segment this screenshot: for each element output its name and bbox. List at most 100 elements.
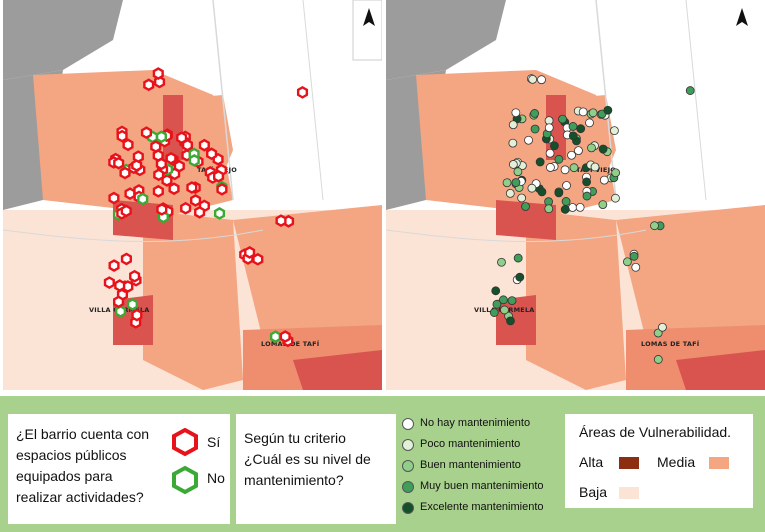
maintenance-marker[interactable] [515, 272, 525, 282]
survey-marker[interactable] [119, 166, 131, 180]
survey-marker[interactable] [150, 140, 162, 153]
maintenance-marker[interactable] [575, 202, 585, 212]
survey-marker[interactable] [190, 194, 202, 207]
survey-marker[interactable] [108, 259, 120, 272]
survey-marker[interactable] [131, 159, 143, 172]
maintenance-marker[interactable] [578, 107, 588, 117]
survey-marker[interactable] [153, 168, 165, 182]
survey-marker[interactable] [244, 246, 256, 259]
survey-marker[interactable] [143, 78, 155, 92]
survey-marker[interactable] [116, 129, 128, 143]
maintenance-marker[interactable] [554, 154, 564, 164]
maintenance-marker[interactable] [576, 124, 586, 134]
maintenance-marker[interactable] [598, 200, 608, 210]
survey-marker[interactable] [152, 184, 164, 198]
maintenance-marker[interactable] [611, 193, 620, 203]
maintenance-marker[interactable] [550, 141, 559, 151]
maintenance-marker[interactable] [560, 205, 570, 214]
maintenance-marker[interactable] [568, 131, 578, 141]
maintenance-marker[interactable] [491, 286, 501, 296]
maintenance-marker[interactable] [587, 143, 596, 153]
maintenance-marker[interactable] [631, 262, 641, 272]
survey-marker[interactable] [165, 151, 177, 165]
survey-marker[interactable] [140, 126, 152, 140]
survey-marker[interactable] [129, 269, 141, 283]
maintenance-marker[interactable] [582, 191, 592, 201]
maintenance-marker[interactable] [537, 75, 546, 85]
survey-marker[interactable] [113, 156, 125, 170]
maintenance-marker[interactable] [511, 108, 521, 118]
maintenance-marker[interactable] [588, 108, 598, 118]
maintenance-marker[interactable] [508, 120, 518, 130]
maintenance-marker[interactable] [603, 105, 613, 115]
survey-marker[interactable] [213, 207, 226, 220]
maintenance-marker[interactable] [554, 188, 564, 198]
maintenance-marker[interactable] [653, 355, 663, 364]
maintenance-marker[interactable] [567, 150, 576, 160]
survey-marker[interactable] [194, 205, 206, 219]
survey-marker[interactable] [108, 191, 120, 205]
maintenance-marker[interactable] [527, 183, 537, 193]
survey-marker[interactable] [124, 187, 136, 201]
survey-marker[interactable] [137, 192, 149, 206]
survey-marker[interactable] [269, 330, 282, 344]
survey-marker[interactable] [114, 279, 126, 292]
maintenance-marker[interactable] [489, 308, 499, 317]
maintenance-marker[interactable] [610, 126, 619, 136]
survey-marker[interactable] [275, 214, 287, 228]
maintenance-marker[interactable] [561, 197, 571, 206]
survey-marker[interactable] [155, 130, 167, 144]
maintenance-marker[interactable] [537, 187, 547, 197]
maintenance-marker[interactable] [558, 114, 567, 124]
survey-marker[interactable] [156, 203, 168, 216]
maintenance-marker[interactable] [568, 122, 578, 131]
maintenance-marker[interactable] [530, 124, 540, 134]
maintenance-marker[interactable] [511, 178, 521, 187]
maintenance-marker[interactable] [492, 299, 502, 309]
survey-marker[interactable] [252, 252, 264, 266]
survey-marker[interactable] [296, 85, 309, 99]
maintenance-marker[interactable] [546, 163, 555, 172]
maintenance-marker[interactable] [508, 160, 518, 169]
maintenance-marker[interactable] [658, 322, 667, 332]
survey-marker[interactable] [155, 157, 167, 171]
survey-marker[interactable] [114, 305, 127, 318]
maintenance-marker[interactable] [560, 165, 570, 175]
maintenance-marker[interactable] [521, 202, 530, 211]
maintenance-marker[interactable] [513, 253, 523, 263]
maintenance-marker[interactable] [508, 138, 518, 148]
maintenance-marker[interactable] [506, 316, 515, 326]
survey-marker[interactable] [120, 252, 132, 266]
map-left[interactable]: TAFÍ VIEJO VILLA CARMELA LOMAS DE TAFÍ [3, 0, 382, 390]
survey-marker[interactable] [173, 159, 185, 173]
survey-marker[interactable] [168, 182, 180, 196]
maintenance-marker[interactable] [497, 257, 506, 267]
maintenance-marker[interactable] [535, 157, 545, 167]
survey-marker[interactable] [181, 138, 194, 152]
survey-marker[interactable] [132, 150, 144, 164]
survey-marker[interactable] [113, 295, 125, 309]
survey-marker[interactable] [279, 330, 291, 343]
maintenance-marker[interactable] [568, 203, 577, 212]
maintenance-marker[interactable] [590, 162, 600, 172]
survey-marker[interactable] [126, 298, 139, 311]
maintenance-marker[interactable] [544, 123, 554, 133]
survey-marker[interactable] [198, 138, 210, 152]
map-right[interactable]: TAFÍ VIEJO VILLA CARMELA LOMAS DE TAFÍ [386, 0, 765, 390]
survey-marker[interactable] [206, 147, 218, 161]
maintenance-marker[interactable] [629, 251, 639, 261]
maintenance-marker[interactable] [530, 109, 540, 118]
survey-marker[interactable] [152, 67, 164, 80]
maintenance-marker[interactable] [513, 167, 523, 177]
survey-marker[interactable] [216, 182, 228, 196]
maintenance-marker[interactable] [545, 148, 555, 158]
survey-marker[interactable] [176, 131, 188, 145]
survey-marker[interactable] [180, 201, 192, 215]
maintenance-marker[interactable] [505, 188, 515, 198]
maintenance-marker[interactable] [582, 177, 592, 187]
survey-marker[interactable] [131, 308, 143, 322]
survey-marker[interactable] [212, 169, 225, 183]
maintenance-marker[interactable] [544, 204, 554, 214]
maintenance-marker[interactable] [502, 178, 512, 188]
maintenance-marker[interactable] [562, 181, 571, 190]
